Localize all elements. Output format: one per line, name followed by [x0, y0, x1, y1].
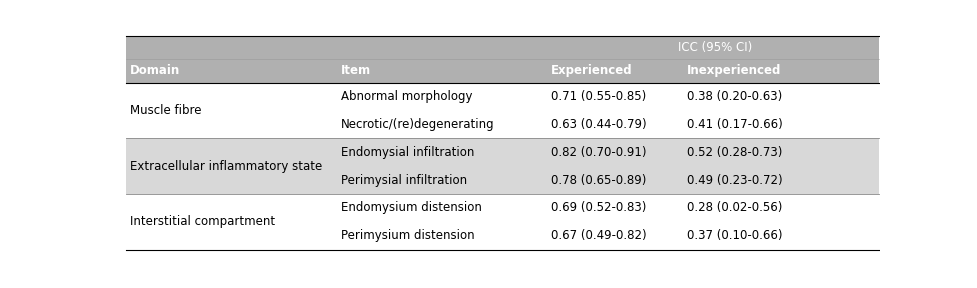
- Text: 0.41 (0.17-0.66): 0.41 (0.17-0.66): [686, 118, 782, 131]
- Bar: [126, 83, 877, 139]
- Text: 0.71 (0.55-0.85): 0.71 (0.55-0.85): [551, 90, 646, 103]
- Text: Perimysial infiltration: Perimysial infiltration: [340, 174, 466, 187]
- Text: 0.38 (0.20-0.63): 0.38 (0.20-0.63): [686, 90, 782, 103]
- Text: Abnormal morphology: Abnormal morphology: [340, 90, 472, 103]
- Text: Perimysium distension: Perimysium distension: [340, 229, 474, 242]
- Text: Item: Item: [340, 65, 370, 77]
- Bar: [126, 36, 877, 83]
- Text: Experienced: Experienced: [551, 65, 632, 77]
- Text: Extracellular inflammatory state: Extracellular inflammatory state: [130, 160, 321, 173]
- Text: 0.78 (0.65-0.89): 0.78 (0.65-0.89): [551, 174, 646, 187]
- Bar: [126, 139, 877, 194]
- Text: Domain: Domain: [130, 65, 180, 77]
- Text: Necrotic/(re)degenerating: Necrotic/(re)degenerating: [340, 118, 493, 131]
- Text: 0.63 (0.44-0.79): 0.63 (0.44-0.79): [551, 118, 646, 131]
- Bar: [126, 194, 877, 250]
- Text: 0.69 (0.52-0.83): 0.69 (0.52-0.83): [551, 201, 646, 215]
- Text: Endomysium distension: Endomysium distension: [340, 201, 481, 215]
- Text: 0.67 (0.49-0.82): 0.67 (0.49-0.82): [551, 229, 646, 242]
- Text: 0.82 (0.70-0.91): 0.82 (0.70-0.91): [551, 146, 646, 159]
- Text: 0.28 (0.02-0.56): 0.28 (0.02-0.56): [686, 201, 782, 215]
- Text: Endomysial infiltration: Endomysial infiltration: [340, 146, 474, 159]
- Text: 0.37 (0.10-0.66): 0.37 (0.10-0.66): [686, 229, 782, 242]
- Text: Inexperienced: Inexperienced: [686, 65, 781, 77]
- Text: 0.52 (0.28-0.73): 0.52 (0.28-0.73): [686, 146, 782, 159]
- Text: Muscle fibre: Muscle fibre: [130, 104, 201, 117]
- Text: 0.49 (0.23-0.72): 0.49 (0.23-0.72): [686, 174, 782, 187]
- Text: ICC (95% CI): ICC (95% CI): [677, 41, 751, 54]
- Text: Interstitial compartment: Interstitial compartment: [130, 215, 275, 228]
